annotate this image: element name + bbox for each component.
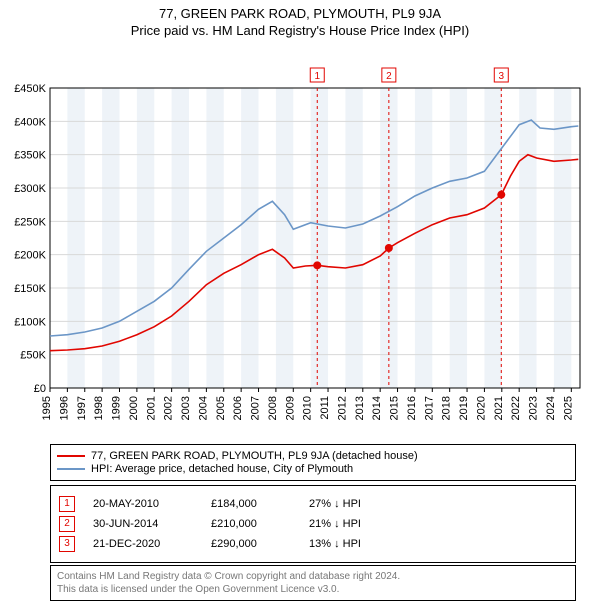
chart-band	[484, 88, 501, 388]
sale-pct-vs-hpi: 27% ↓ HPI	[309, 498, 409, 510]
legend-row: 77, GREEN PARK ROAD, PLYMOUTH, PL9 9JA (…	[57, 450, 569, 462]
x-tick-label: 2006	[232, 396, 244, 420]
x-tick-label: 1997	[76, 396, 88, 420]
sale-price: £210,000	[211, 518, 291, 530]
sale-price: £184,000	[211, 498, 291, 510]
y-tick-label: £350K	[14, 150, 46, 162]
x-tick-label: 1999	[111, 396, 123, 420]
legend-label: 77, GREEN PARK ROAD, PLYMOUTH, PL9 9JA (…	[91, 450, 418, 462]
sale-index-box: 1	[59, 496, 75, 512]
sale-row: 1 20-MAY-2010 £184,000 27% ↓ HPI	[59, 496, 567, 512]
sale-pct-vs-hpi: 13% ↓ HPI	[309, 538, 409, 550]
x-tick-label: 2009	[284, 396, 296, 420]
chart-titles: 77, GREEN PARK ROAD, PLYMOUTH, PL9 9JA P…	[0, 0, 600, 38]
chart-band	[311, 88, 328, 388]
legend-swatch	[57, 468, 85, 470]
sale-row: 2 30-JUN-2014 £210,000 21% ↓ HPI	[59, 516, 567, 532]
x-tick-label: 2013	[354, 396, 366, 420]
y-tick-label: £50K	[20, 350, 46, 362]
y-tick-label: £450K	[14, 83, 46, 95]
chart-band	[276, 88, 293, 388]
sales-box: 1 20-MAY-2010 £184,000 27% ↓ HPI 2 30-JUN-201…	[50, 485, 576, 563]
footer-attribution: Contains HM Land Registry data © Crown c…	[50, 565, 576, 601]
x-tick-label: 2015	[389, 396, 401, 420]
x-tick-label: 2007	[250, 396, 262, 420]
sale-marker-index: 2	[386, 71, 392, 82]
x-tick-label: 1998	[93, 396, 105, 420]
x-tick-label: 2011	[319, 396, 331, 420]
sale-index-box: 3	[59, 536, 75, 552]
x-tick-label: 2012	[336, 396, 348, 420]
x-tick-label: 2018	[441, 396, 453, 420]
sale-date: 21-DEC-2020	[93, 538, 193, 550]
chart-title-sub: Price paid vs. HM Land Registry's House …	[0, 23, 600, 38]
sale-date: 30-JUN-2014	[93, 518, 193, 530]
x-tick-label: 2016	[406, 396, 418, 420]
sale-date: 20-MAY-2010	[93, 498, 193, 510]
x-tick-label: 2021	[493, 396, 505, 420]
chart-svg: £0 £50K £100K £150K £200K £250K £300K £350K £400…	[0, 38, 600, 438]
chart-band	[415, 88, 432, 388]
x-tick-label: 1996	[58, 396, 70, 420]
sale-marker-index: 3	[499, 71, 505, 82]
x-tick-label: 2024	[545, 396, 557, 420]
chart-area: £0 £50K £100K £150K £200K £250K £300K £350K £400…	[0, 38, 600, 438]
chart-band	[241, 88, 258, 388]
sale-marker-dot	[497, 191, 505, 199]
legend-box: 77, GREEN PARK ROAD, PLYMOUTH, PL9 9JA (…	[50, 444, 576, 481]
sale-pct-vs-hpi: 21% ↓ HPI	[309, 518, 409, 530]
x-tick-label: 2017	[423, 396, 435, 420]
chart-band	[206, 88, 223, 388]
x-tick-label: 2000	[128, 396, 140, 420]
chart-title-main: 77, GREEN PARK ROAD, PLYMOUTH, PL9 9JA	[0, 6, 600, 21]
y-tick-label: £250K	[14, 216, 46, 228]
x-tick-label: 2019	[458, 396, 470, 420]
legend-row: HPI: Average price, detached house, City…	[57, 463, 569, 475]
y-tick-label: £400K	[14, 116, 46, 128]
legend-swatch	[57, 455, 85, 457]
y-tick-label: £100K	[14, 316, 46, 328]
sale-marker-index: 1	[314, 71, 320, 82]
sale-row: 3 21-DEC-2020 £290,000 13% ↓ HPI	[59, 536, 567, 552]
x-tick-label: 2025	[562, 396, 574, 420]
chart-band	[450, 88, 467, 388]
x-tick-label: 2023	[528, 396, 540, 420]
x-tick-label: 1995	[41, 396, 53, 420]
sale-marker-dot	[385, 244, 393, 252]
chart-band	[345, 88, 362, 388]
x-tick-label: 2001	[145, 396, 157, 420]
x-tick-label: 2014	[371, 396, 383, 420]
sale-marker-dot	[313, 261, 321, 269]
y-tick-label: £300K	[14, 183, 46, 195]
chart-band	[67, 88, 84, 388]
x-tick-label: 2022	[510, 396, 522, 420]
x-tick-label: 2003	[180, 396, 192, 420]
y-tick-label: £0	[34, 383, 46, 395]
chart-band	[172, 88, 189, 388]
sale-index-box: 2	[59, 516, 75, 532]
x-tick-label: 2005	[215, 396, 227, 420]
chart-band	[137, 88, 154, 388]
y-tick-label: £150K	[14, 283, 46, 295]
y-tick-label: £200K	[14, 250, 46, 262]
x-tick-label: 2004	[197, 396, 209, 420]
x-tick-label: 2020	[475, 396, 487, 420]
x-tick-label: 2002	[163, 396, 175, 420]
x-tick-label: 2008	[267, 396, 279, 420]
sale-price: £290,000	[211, 538, 291, 550]
x-tick-label: 2010	[302, 396, 314, 420]
footer-line-1: Contains HM Land Registry data © Crown c…	[57, 570, 569, 583]
chart-band	[554, 88, 571, 388]
chart-band	[519, 88, 536, 388]
legend-label: HPI: Average price, detached house, City…	[91, 463, 353, 475]
